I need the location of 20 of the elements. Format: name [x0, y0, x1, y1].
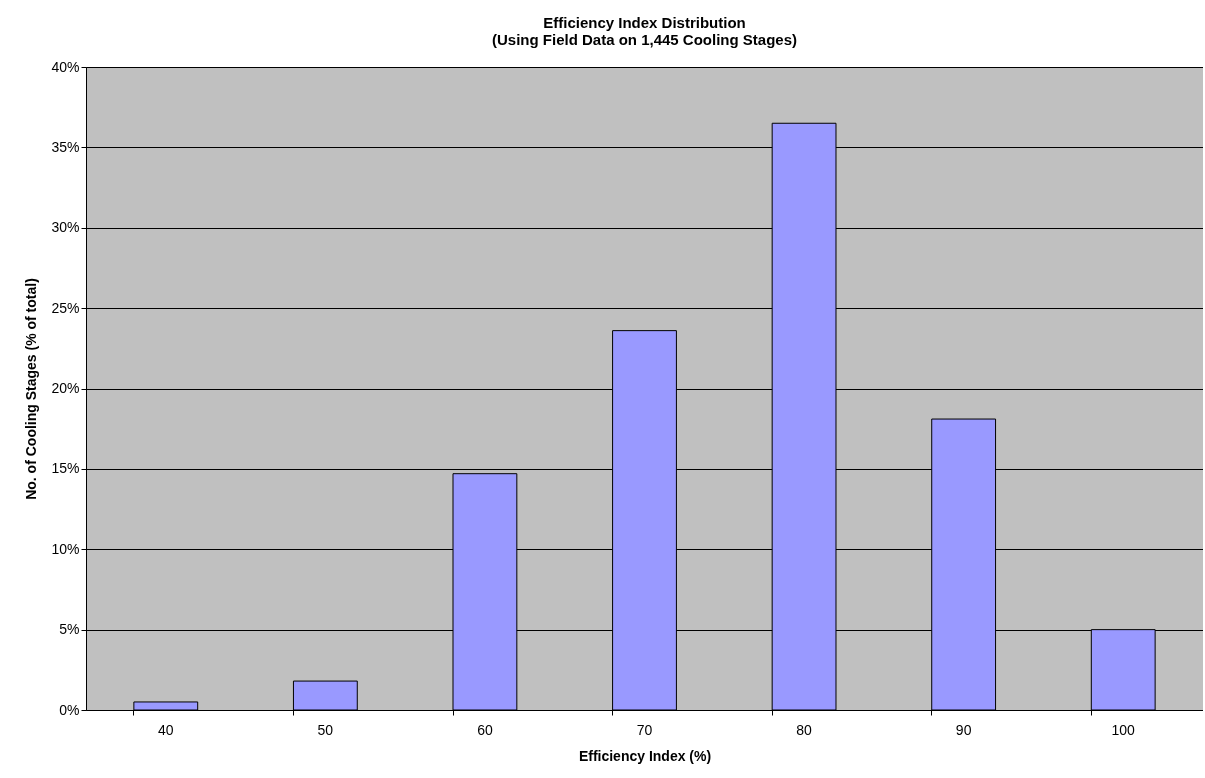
x-tick-label: 100	[1111, 721, 1136, 738]
y-axis-title: No. of Cooling Stages (% of total)	[23, 278, 40, 500]
x-tick-label: 60	[477, 721, 493, 738]
x-tick-label: 40	[158, 721, 174, 738]
x-axis-title: Efficiency Index (%)	[578, 747, 712, 764]
y-tick-label: 10%	[51, 540, 80, 557]
y-tick-label: 0%	[59, 701, 80, 718]
y-tick-label: 15%	[51, 460, 80, 477]
x-tick-label: 90	[955, 721, 972, 738]
y-tick-label: 20%	[51, 380, 80, 396]
y-tick-label: 40%	[51, 58, 80, 75]
y-tick-label: 25%	[51, 299, 80, 316]
y-tick-label: 35%	[51, 138, 80, 155]
y-tick-label: 30%	[51, 219, 80, 236]
chart-title: Efficiency Index Distribution	[543, 14, 746, 31]
x-tick-label: 70	[636, 721, 653, 738]
x-tick-label: 50	[317, 721, 334, 738]
x-tick-label: 80	[796, 721, 813, 738]
y-tick-label: 5%	[59, 621, 80, 638]
chart-subtitle: (Using Field Data on 1,445 Cooling Stages)	[491, 31, 798, 48]
